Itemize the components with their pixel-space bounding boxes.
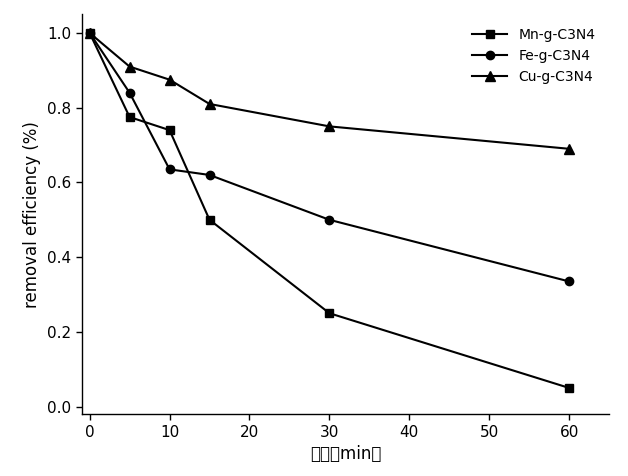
Line: Mn-g-C3N4: Mn-g-C3N4 xyxy=(85,29,573,392)
X-axis label: 时间（min）: 时间（min） xyxy=(310,445,381,463)
Mn-g-C3N4 xyxy=(326,310,333,316)
Cu-g-C3N4 xyxy=(86,30,94,36)
Fe-g-C3N4 xyxy=(565,278,573,284)
Mn-g-C3N4 xyxy=(86,30,94,36)
Legend: Mn-g-C3N4, Fe-g-C3N4, Cu-g-C3N4: Mn-g-C3N4, Fe-g-C3N4, Cu-g-C3N4 xyxy=(465,21,602,91)
Fe-g-C3N4 xyxy=(326,217,333,223)
Mn-g-C3N4 xyxy=(166,127,173,133)
Fe-g-C3N4 xyxy=(86,30,94,36)
Mn-g-C3N4 xyxy=(565,385,573,391)
Fe-g-C3N4 xyxy=(206,172,214,178)
Cu-g-C3N4 xyxy=(166,77,173,82)
Y-axis label: removal efficiency (%): removal efficiency (%) xyxy=(23,121,41,307)
Cu-g-C3N4 xyxy=(326,124,333,129)
Cu-g-C3N4 xyxy=(206,101,214,107)
Mn-g-C3N4 xyxy=(206,217,214,223)
Cu-g-C3N4 xyxy=(126,64,133,69)
Line: Cu-g-C3N4: Cu-g-C3N4 xyxy=(85,28,574,154)
Mn-g-C3N4 xyxy=(126,114,133,120)
Line: Fe-g-C3N4: Fe-g-C3N4 xyxy=(85,29,573,286)
Cu-g-C3N4 xyxy=(565,146,573,152)
Fe-g-C3N4 xyxy=(166,167,173,172)
Fe-g-C3N4 xyxy=(126,90,133,96)
